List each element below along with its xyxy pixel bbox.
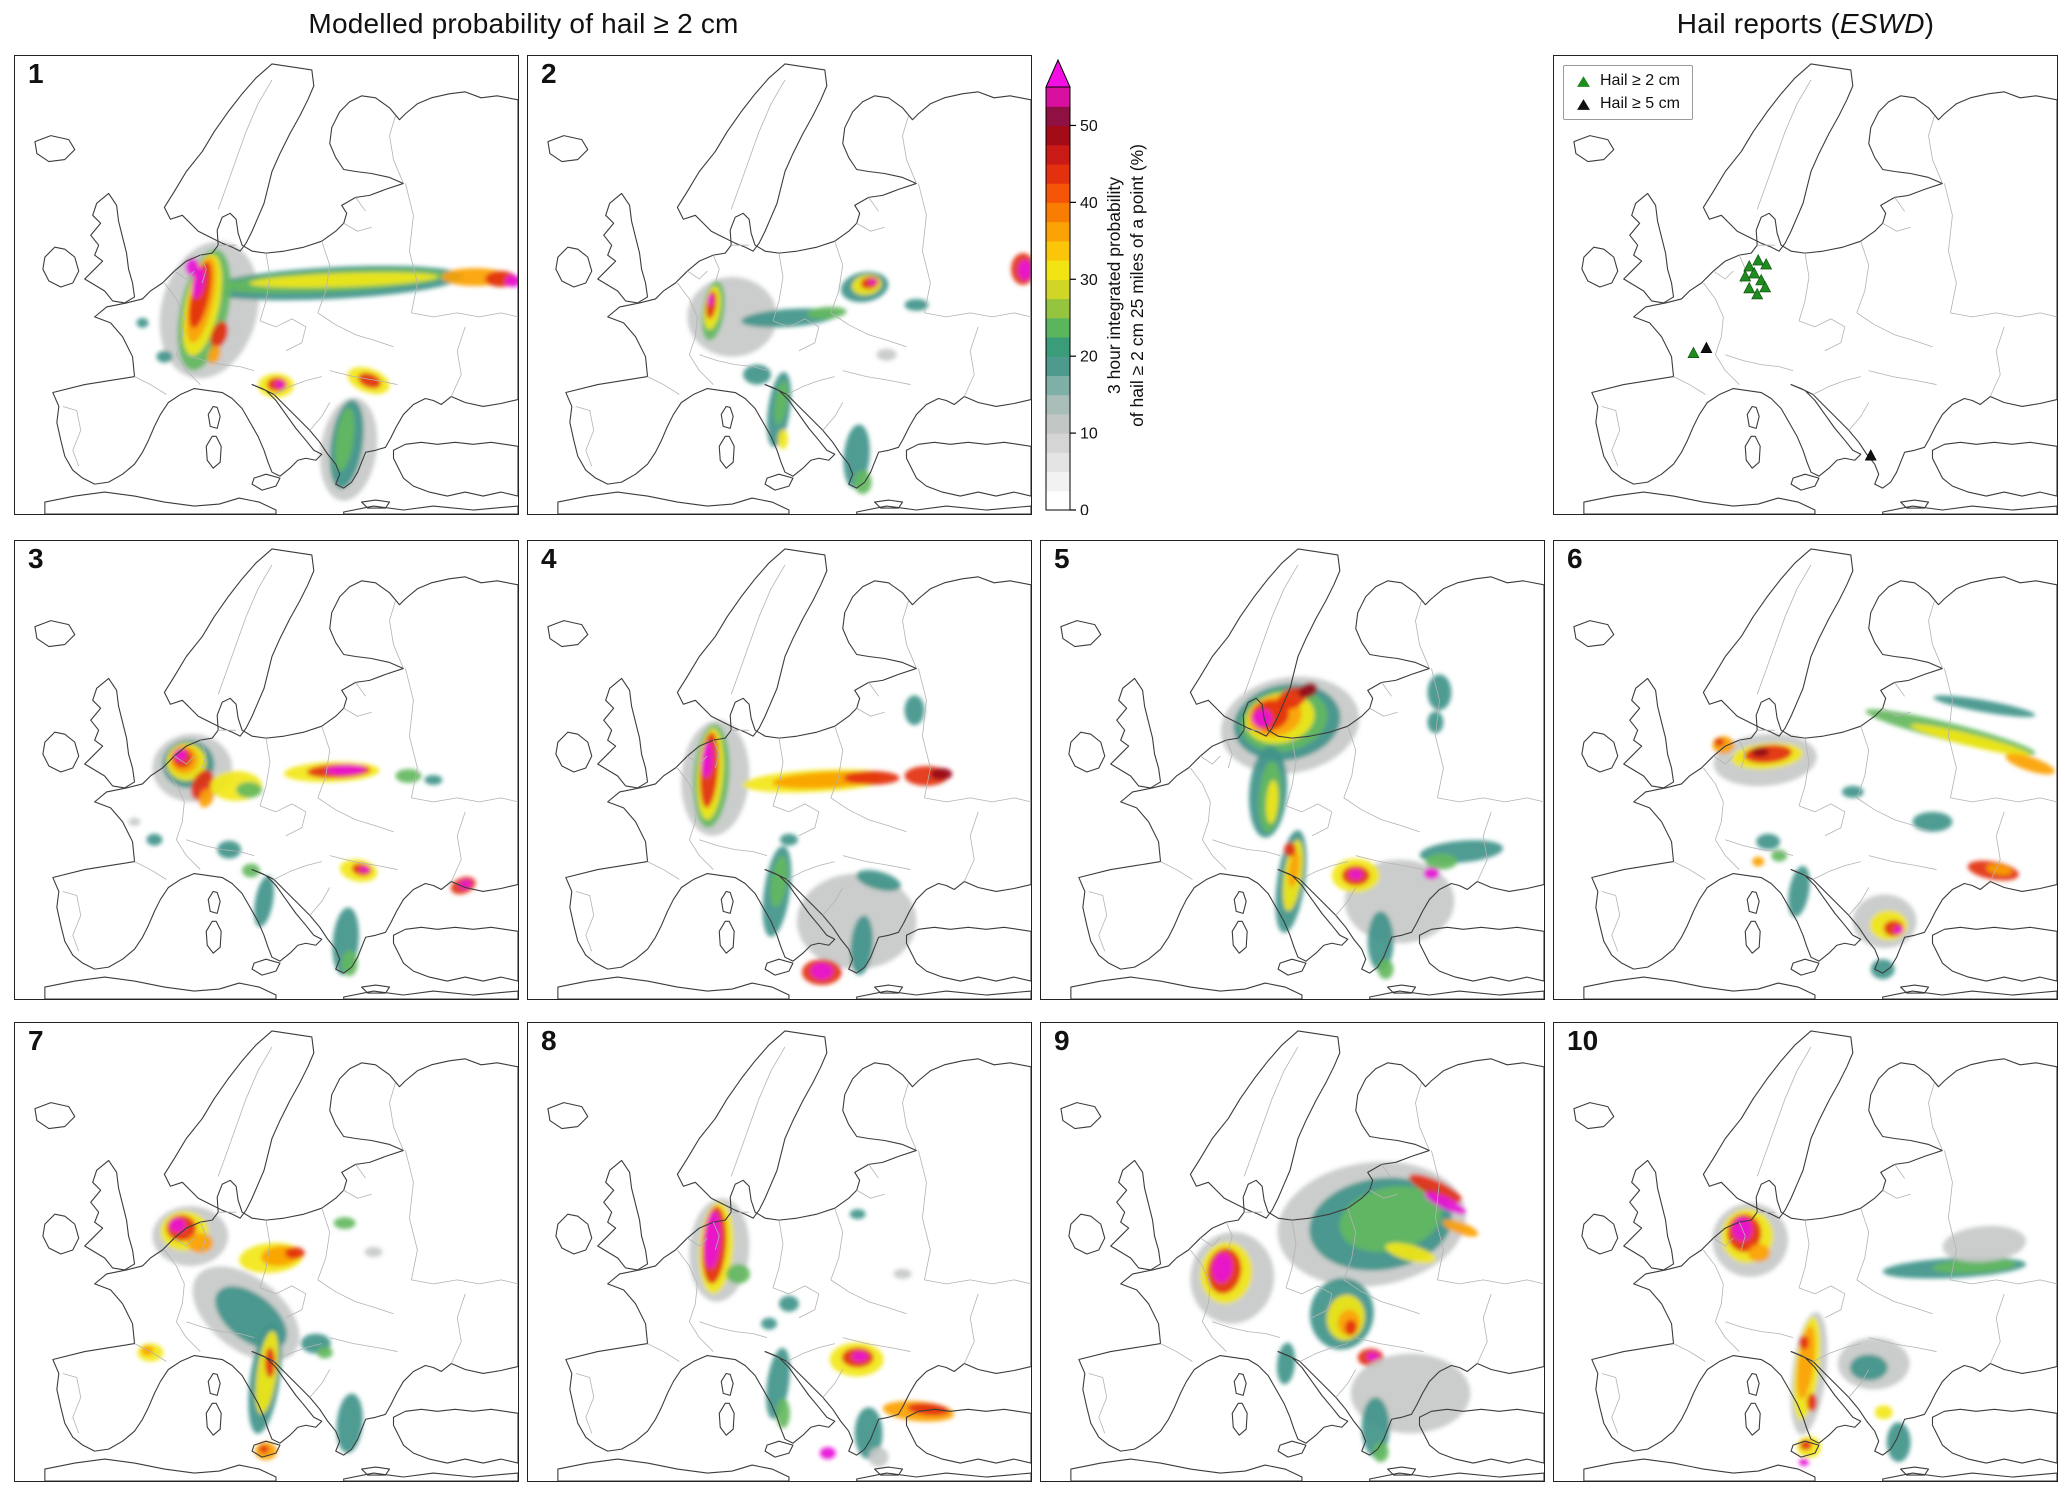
hail-reports-panel: Hail ≥ 2 cm Hail ≥ 5 cm	[1553, 55, 2058, 515]
panel-number-10: 10	[1567, 1025, 1599, 1056]
panel-number-1: 1	[28, 58, 44, 89]
title-reports-prefix: Hail reports (	[1676, 8, 1840, 39]
map-panel-2: 2	[527, 55, 1032, 515]
title-reports-eswd: ESWD	[1839, 8, 1925, 39]
panel-number-7: 7	[28, 1025, 44, 1056]
svg-text:10: 10	[1080, 426, 1098, 443]
title-modelled-probability: Modelled probability of hail ≥ 2 cm	[308, 8, 739, 39]
panel-number-9: 9	[1054, 1025, 1070, 1056]
svg-text:20: 20	[1080, 349, 1098, 366]
panel-number-8: 8	[541, 1025, 557, 1056]
hail-2cm-triangle-icon	[1577, 75, 1590, 87]
colorbar-label-line1: 3 hour integrated probability	[1104, 176, 1124, 394]
panel-number-2: 2	[541, 58, 557, 89]
panel-number-5: 5	[1054, 543, 1070, 574]
panel-number-4: 4	[541, 543, 557, 574]
svg-text:0: 0	[1080, 503, 1089, 516]
colorbar-label: 3 hour integrated probability of hail ≥ …	[1104, 55, 1149, 515]
map-panel-1: 1	[14, 55, 519, 515]
title-reports-suffix: )	[1924, 8, 1935, 39]
hail-5cm-triangle-icon	[1577, 98, 1590, 110]
map-panel-8: 8	[527, 1022, 1032, 1482]
map-panel-3: 3	[14, 540, 519, 1000]
panel-number-3: 3	[28, 543, 44, 574]
panel-number-6: 6	[1567, 543, 1583, 574]
hail-report-markers	[1687, 253, 1877, 461]
map-panel-9: 9	[1040, 1022, 1545, 1482]
colorbar-scale: 0 10 20 30 40 50	[1045, 58, 1098, 520]
hail-legend: Hail ≥ 2 cm Hail ≥ 5 cm	[1563, 65, 1693, 120]
svg-text:30: 30	[1080, 272, 1098, 289]
svg-text:50: 50	[1080, 118, 1098, 135]
legend-item-hail-2cm: Hail ≥ 2 cm	[1576, 72, 1680, 90]
colorbar: 0 10 20 30 40 50	[1042, 55, 1122, 520]
map-panel-5: 5	[1040, 540, 1545, 1000]
legend-label-hail-2cm: Hail ≥ 2 cm	[1600, 72, 1680, 89]
map-panel-6: 6	[1553, 540, 2058, 1000]
legend-label-hail-5cm: Hail ≥ 5 cm	[1600, 95, 1680, 112]
map-panel-10: 10	[1553, 1022, 2058, 1482]
svg-text:40: 40	[1080, 195, 1098, 212]
map-panel-7: 7	[14, 1022, 519, 1482]
map-panel-4: 4	[527, 540, 1032, 1000]
colorbar-label-line2: of hail ≥ 2 cm 25 miles of a point (%)	[1126, 143, 1147, 427]
title-hail-reports: Hail reports (ESWD)	[1553, 8, 2058, 40]
legend-item-hail-5cm: Hail ≥ 5 cm	[1576, 95, 1680, 113]
